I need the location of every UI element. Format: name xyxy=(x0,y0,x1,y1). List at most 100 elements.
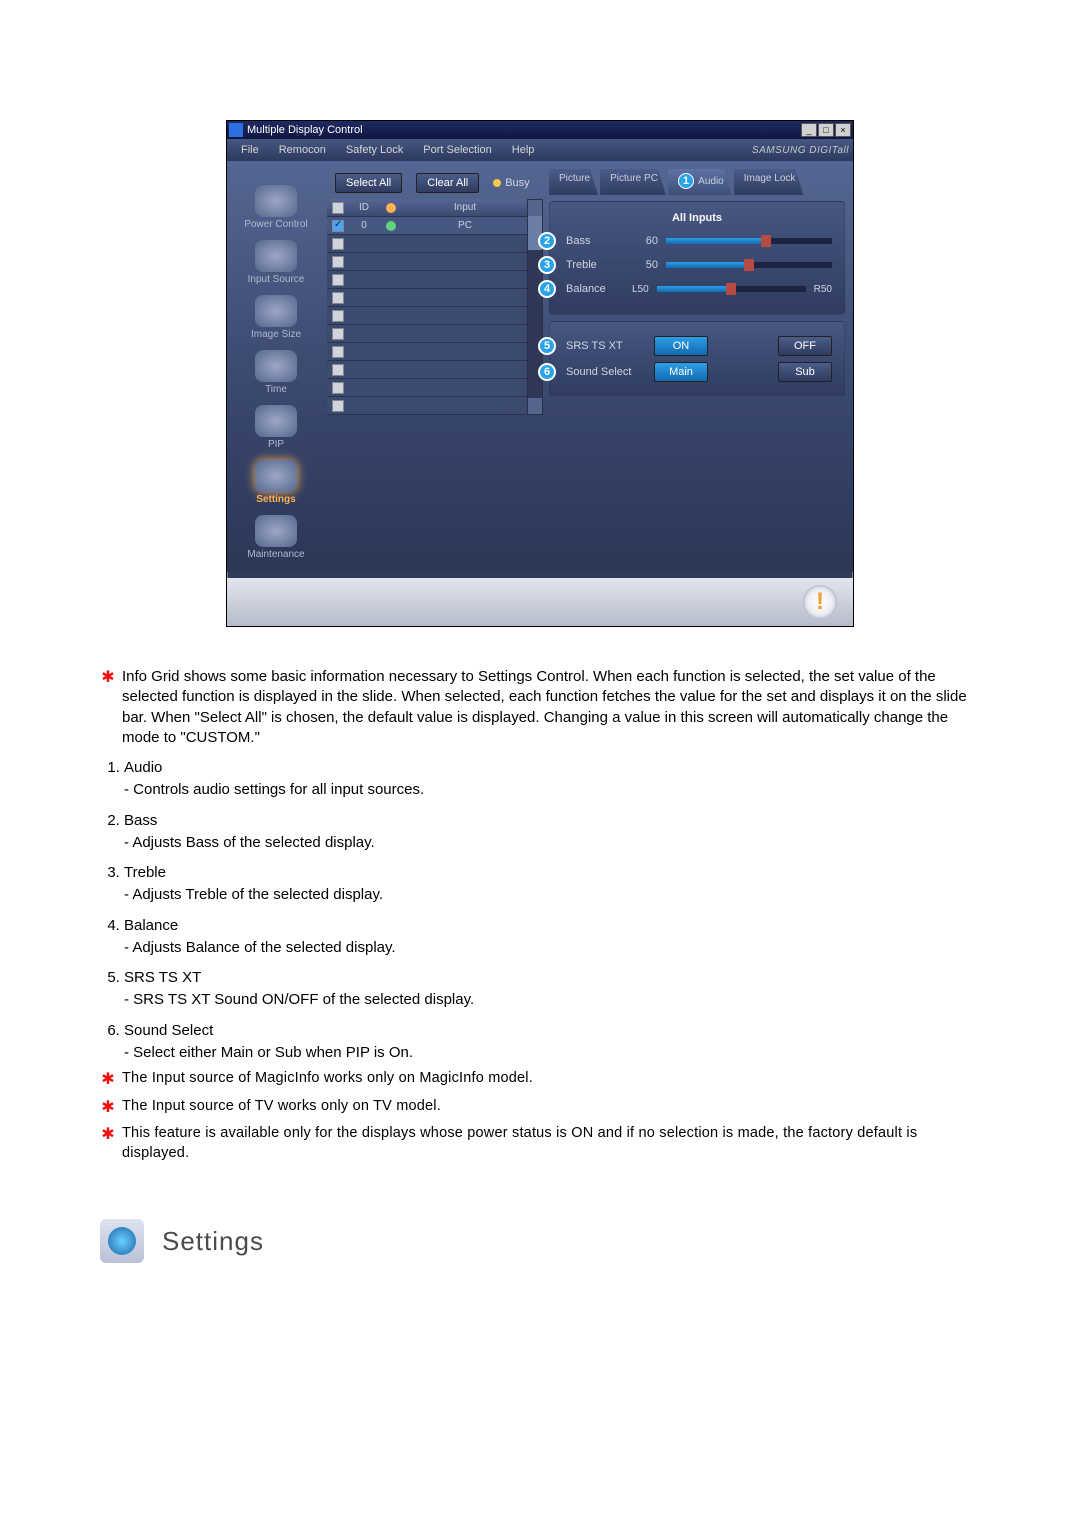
table-row[interactable] xyxy=(327,235,527,253)
doc-item-desc: - Controls audio settings for all input … xyxy=(124,780,980,800)
srs-off-button[interactable]: OFF xyxy=(778,336,832,356)
tab-picture-pc[interactable]: Picture PC xyxy=(600,169,666,195)
table-row[interactable] xyxy=(327,397,527,415)
sidebar-item-input-source[interactable]: Input Source xyxy=(236,236,316,289)
settings-section-icon xyxy=(100,1219,144,1263)
tab-image-lock[interactable]: Image Lock xyxy=(734,169,804,195)
sidebar-icon xyxy=(255,295,297,327)
doc-note-2: The Input source of TV works only on TV … xyxy=(122,1097,441,1119)
sound-main-button[interactable]: Main xyxy=(654,362,708,382)
close-button[interactable]: × xyxy=(835,123,851,137)
doc-item-title: Bass xyxy=(124,812,157,829)
audio-sliders-panel: All Inputs 2Bass603Treble504BalanceL50R5… xyxy=(549,201,845,315)
slider-track[interactable] xyxy=(666,262,832,268)
menu-file[interactable]: File xyxy=(231,144,269,156)
app-window: Multiple Display Control _ □ × File Remo… xyxy=(226,120,854,627)
callout-4: 4 xyxy=(538,280,556,298)
table-row[interactable] xyxy=(327,271,527,289)
row-input: PC xyxy=(403,220,527,231)
row-checkbox[interactable] xyxy=(332,346,344,358)
scroll-down-icon[interactable] xyxy=(528,398,542,414)
doc-item-desc: - Select either Main or Sub when PIP is … xyxy=(124,1043,980,1063)
callout-2: 2 xyxy=(538,232,556,250)
slider-track[interactable] xyxy=(657,286,806,292)
table-row[interactable] xyxy=(327,361,527,379)
row-id: 0 xyxy=(349,220,379,231)
srs-on-button[interactable]: ON xyxy=(654,336,708,356)
tab-picture[interactable]: Picture xyxy=(549,169,598,195)
select-all-button[interactable]: Select All xyxy=(335,173,402,193)
grid-scrollbar[interactable] xyxy=(527,199,543,415)
doc-note-3: This feature is available only for the d… xyxy=(122,1124,980,1163)
doc-item: Treble- Adjusts Treble of the selected d… xyxy=(124,863,980,906)
sidebar-item-settings[interactable]: Settings xyxy=(236,456,316,509)
table-row[interactable] xyxy=(327,379,527,397)
menu-safety-lock[interactable]: Safety Lock xyxy=(336,144,413,156)
sidebar-icon xyxy=(255,240,297,272)
doc-item: Audio- Controls audio settings for all i… xyxy=(124,758,980,801)
menu-help[interactable]: Help xyxy=(502,144,545,156)
settings-tabs: Picture Picture PC 1 Audio Image Lock xyxy=(549,169,845,195)
app-icon xyxy=(229,123,243,137)
row-checkbox[interactable] xyxy=(332,328,344,340)
srs-label: SRS TS XT xyxy=(566,340,646,352)
sidebar-icon xyxy=(255,350,297,382)
sidebar-item-image-size[interactable]: Image Size xyxy=(236,291,316,344)
table-row[interactable] xyxy=(327,325,527,343)
tab-audio[interactable]: 1 Audio xyxy=(668,169,732,195)
doc-intro: Info Grid shows some basic information n… xyxy=(122,667,980,748)
table-row[interactable] xyxy=(327,307,527,325)
maximize-button[interactable]: □ xyxy=(818,123,834,137)
header-checkbox[interactable]: ✓ xyxy=(332,202,344,214)
star-icon: ✱ xyxy=(100,1097,116,1119)
settings-heading-text: Settings xyxy=(162,1224,264,1259)
sidebar-icon xyxy=(255,515,297,547)
row-checkbox[interactable] xyxy=(332,364,344,376)
slider-track[interactable] xyxy=(666,238,832,244)
slider-label: Bass xyxy=(566,235,624,247)
row-checkbox[interactable] xyxy=(332,274,344,286)
sidebar-item-maintenance[interactable]: Maintenance xyxy=(236,511,316,564)
table-row[interactable] xyxy=(327,289,527,307)
callout-6: 6 xyxy=(538,363,556,381)
row-checkbox[interactable] xyxy=(332,292,344,304)
menu-port-selection[interactable]: Port Selection xyxy=(413,144,501,156)
slider-knob[interactable] xyxy=(744,259,754,271)
status-led-icon xyxy=(386,203,396,213)
menu-remocon[interactable]: Remocon xyxy=(269,144,336,156)
sidebar-icon xyxy=(255,405,297,437)
clear-all-button[interactable]: Clear All xyxy=(416,173,479,193)
slider-knob[interactable] xyxy=(761,235,771,247)
doc-item: Balance- Adjusts Balance of the selected… xyxy=(124,916,980,959)
sidebar-icon xyxy=(255,185,297,217)
slider-knob[interactable] xyxy=(726,283,736,295)
row-checkbox[interactable] xyxy=(332,256,344,268)
slider-balance: 4BalanceL50R50 xyxy=(562,280,832,298)
callout-3: 3 xyxy=(538,256,556,274)
row-checkbox[interactable] xyxy=(332,220,344,232)
sidebar-item-pip[interactable]: PIP xyxy=(236,401,316,454)
menubar: File Remocon Safety Lock Port Selection … xyxy=(227,139,853,161)
sidebar-icon xyxy=(255,460,297,492)
scroll-up-icon[interactable] xyxy=(528,200,542,216)
table-row[interactable] xyxy=(327,253,527,271)
doc-note-1: The Input source of MagicInfo works only… xyxy=(122,1069,533,1091)
busy-label: Busy xyxy=(505,177,529,189)
table-row[interactable]: 0 PC xyxy=(327,217,527,235)
sound-sub-button[interactable]: Sub xyxy=(778,362,832,382)
row-checkbox[interactable] xyxy=(332,400,344,412)
tab-audio-label: Audio xyxy=(698,176,724,187)
row-checkbox[interactable] xyxy=(332,382,344,394)
doc-item-title: Treble xyxy=(124,864,166,881)
minimize-button[interactable]: _ xyxy=(801,123,817,137)
row-checkbox[interactable] xyxy=(332,310,344,322)
table-row[interactable] xyxy=(327,343,527,361)
status-strip: ! xyxy=(227,578,853,626)
balance-left: L50 xyxy=(632,284,649,295)
sidebar-item-label: Settings xyxy=(236,494,316,505)
doc-item-desc: - Adjusts Bass of the selected display. xyxy=(124,833,980,853)
sidebar-item-power-control[interactable]: Power Control xyxy=(236,181,316,234)
row-checkbox[interactable] xyxy=(332,238,344,250)
sidebar-item-time[interactable]: Time xyxy=(236,346,316,399)
slider-value: 50 xyxy=(632,259,658,271)
